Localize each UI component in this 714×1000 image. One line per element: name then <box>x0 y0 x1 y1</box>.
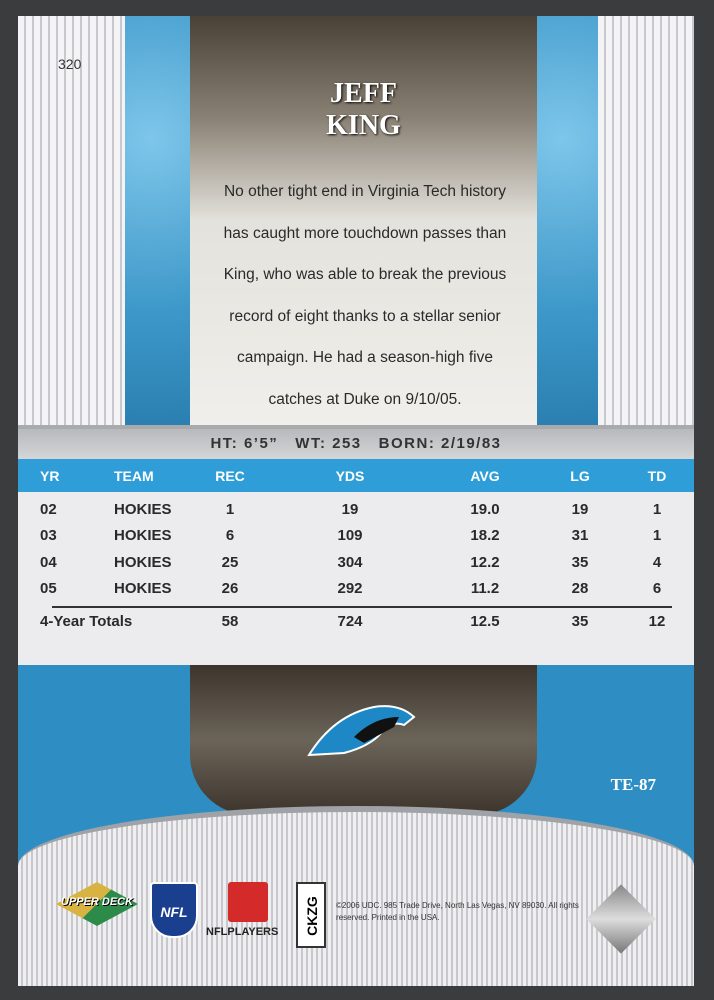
stat-cell: 6 <box>652 580 662 598</box>
bio-panel <box>190 16 537 426</box>
stat-cell: 03 <box>40 527 57 545</box>
totals-yds: 724 <box>337 612 363 630</box>
stats-section: HT: 6’5” WT: 253 BORN: 2/19/83 YR TEAM R… <box>18 425 694 665</box>
stat-cell: HOKIES <box>114 553 172 571</box>
stat-cell: 109 <box>337 527 363 545</box>
stat-cell: 6 <box>225 527 235 545</box>
stat-cell: 1 <box>652 527 662 545</box>
stat-cell: 19 <box>341 500 359 518</box>
team-logo-panel <box>190 665 537 815</box>
stat-cell: HOKIES <box>114 580 172 598</box>
totals-avg: 12.5 <box>470 612 500 630</box>
col-yds: YDS <box>335 467 365 484</box>
stat-cell: 4 <box>652 553 662 571</box>
stat-cell: 02 <box>40 500 57 518</box>
copyright: ©2006 UDC. 985 Trade Drive, North Las Ve… <box>336 901 579 922</box>
blue-panel-left <box>125 16 190 426</box>
col-avg: AVG <box>470 467 500 484</box>
col-rec: REC <box>215 467 245 484</box>
stat-cell: 304 <box>337 553 363 571</box>
stats-row: 05 HOKIES 26 292 11.2 28 6 <box>18 576 694 603</box>
stat-cell: 19.0 <box>470 500 500 518</box>
first-name: JEFF <box>330 78 397 109</box>
hologram-icon <box>586 884 656 954</box>
totals-label: 4-Year Totals <box>40 612 133 630</box>
stat-cell: 26 <box>221 580 239 598</box>
stats-row: 04 HOKIES 25 304 12.2 35 4 <box>18 549 694 576</box>
stats-header: YR TEAM REC YDS AVG LG TD <box>18 459 694 492</box>
nfl-shield-icon: NFL <box>150 882 198 938</box>
stat-cell: 05 <box>40 580 57 598</box>
serial-code-box: CKZG <box>296 882 326 948</box>
panther-logo-icon <box>307 705 416 757</box>
stat-cell: HOKIES <box>114 527 172 545</box>
col-lg: LG <box>570 467 590 484</box>
card-back: 320 JEFF KING No other tight end in Virgi… <box>18 16 694 986</box>
card-number: 320 <box>58 56 82 72</box>
stat-cell: 35 <box>571 553 589 571</box>
stats-row: 03 HOKIES 6 109 18.2 31 1 <box>18 523 694 550</box>
upper-deck-logo-text: UPPER DECK <box>60 896 134 908</box>
bio-text: No other tight end in Virginia Tech hist… <box>223 183 507 408</box>
stats-rows: 02 HOKIES 1 19 19.0 19 1 03 HOKIES 6 109 18.2 31 1 04 H… <box>18 492 694 602</box>
stat-cell: 31 <box>571 527 589 545</box>
vitals: HT: 6’5” WT: 253 BORN: 2/19/83 <box>18 429 694 459</box>
col-td: TD <box>647 467 667 484</box>
nflplayers-text: NFLPLAYERS <box>206 926 279 938</box>
stat-cell: HOKIES <box>114 500 172 518</box>
totals-rec: 58 <box>221 612 239 630</box>
totals-row: 4-Year Totals 58 724 12.5 35 12 <box>18 608 694 635</box>
stat-cell: 12.2 <box>470 553 500 571</box>
stat-cell: 292 <box>337 580 363 598</box>
player-name: JEFF KING <box>190 78 537 142</box>
stat-cell: 28 <box>571 580 589 598</box>
stat-cell: 04 <box>40 553 57 571</box>
card-code: TE-87 <box>610 775 656 794</box>
totals-divider <box>52 606 672 608</box>
nflplayers-logo-icon <box>228 882 268 922</box>
col-team: TEAM <box>114 467 154 484</box>
stat-cell: 25 <box>221 553 239 571</box>
totals-td: 12 <box>648 612 666 630</box>
stat-cell: 1 <box>652 500 662 518</box>
stats-row: 02 HOKIES 1 19 19.0 19 1 <box>18 496 694 523</box>
col-yr: YR <box>40 467 60 484</box>
stripes-right <box>598 16 694 426</box>
footer: UPPER DECK NFL NFLPLAYERS CKZG ©2006 UDC… <box>18 806 694 986</box>
stat-cell: 18.2 <box>470 527 500 545</box>
serial-code: CKZG <box>304 896 320 936</box>
blue-panel-right <box>537 16 598 426</box>
stat-cell: 19 <box>571 500 589 518</box>
stat-cell: 11.2 <box>470 580 500 598</box>
stat-cell: 1 <box>225 500 235 518</box>
stripes-left <box>18 16 125 426</box>
last-name: KING <box>326 110 401 141</box>
totals-lg: 35 <box>571 612 589 630</box>
